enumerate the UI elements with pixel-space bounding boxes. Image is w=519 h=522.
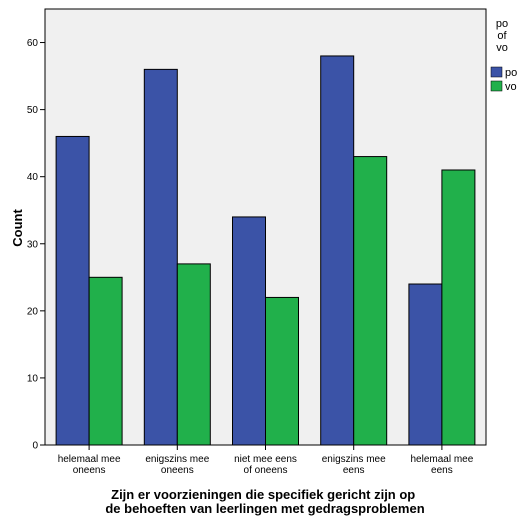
- x-tick-label-line: oneens: [161, 465, 194, 476]
- legend-label-vo: vo: [505, 81, 517, 93]
- bar-vo-5: [441, 169, 476, 446]
- x-tick-label: enigszins mee eens: [322, 454, 386, 476]
- legend-swatch-po: [490, 66, 503, 78]
- legend-title-line: vo: [496, 42, 508, 54]
- y-tick-label: 10: [27, 373, 39, 384]
- x-axis-title-line-2: de behoeften van leerlingen met gedragsp…: [105, 501, 424, 516]
- bar-vo-1: [88, 276, 123, 446]
- bar-vo-3: [265, 296, 299, 446]
- y-tick-label: 60: [27, 38, 39, 49]
- bar-po-5: [408, 283, 443, 446]
- x-tick-label: enigszins mee oneens: [145, 454, 209, 476]
- x-tick-label-line: enigszins mee: [145, 454, 209, 465]
- legend-title-line: po: [496, 18, 508, 30]
- x-tick-label-line: oneens: [73, 465, 106, 476]
- bar-po-1: [55, 135, 90, 446]
- x-axis-title: Zijn er voorzieningen die specifiek geri…: [105, 487, 424, 516]
- y-tick-label: 50: [27, 105, 39, 116]
- x-tick-label-line: of oneens: [244, 465, 288, 476]
- x-tick-label-line: enigszins mee: [322, 454, 386, 465]
- y-tick-label: 40: [27, 172, 39, 183]
- x-tick-label-line: niet mee eens: [234, 454, 297, 465]
- x-tick-label-line: helemaal mee: [58, 454, 121, 465]
- x-tick-label-line: helemaal mee: [410, 454, 473, 465]
- bar-po-4: [320, 55, 355, 446]
- x-tick-label-line: eens: [343, 465, 365, 476]
- bar-po-2: [143, 68, 178, 446]
- y-tick-label: 30: [27, 239, 39, 250]
- y-tick-label: 20: [27, 306, 39, 317]
- x-tick-label: helemaal mee oneens: [58, 454, 121, 476]
- bar-po-3: [232, 216, 266, 446]
- legend-title-line: of: [497, 30, 507, 42]
- x-tick-label: niet mee eens of oneens: [234, 454, 297, 476]
- x-tick-label: helemaal mee eens: [410, 454, 473, 476]
- legend-label-po: po: [505, 67, 517, 79]
- y-tick-label: 0: [32, 441, 38, 452]
- x-axis-title-line-1: Zijn er voorzieningen die specifiek geri…: [111, 487, 415, 502]
- bar-vo-4: [353, 156, 388, 446]
- y-axis: 0 10 20 30 40 50 60: [27, 38, 45, 452]
- bar-vo-2: [176, 263, 211, 446]
- x-tick-label-line: eens: [431, 465, 453, 476]
- legend-swatch-vo: [490, 80, 503, 92]
- y-axis-title: Count: [10, 209, 25, 247]
- bars: [55, 55, 476, 446]
